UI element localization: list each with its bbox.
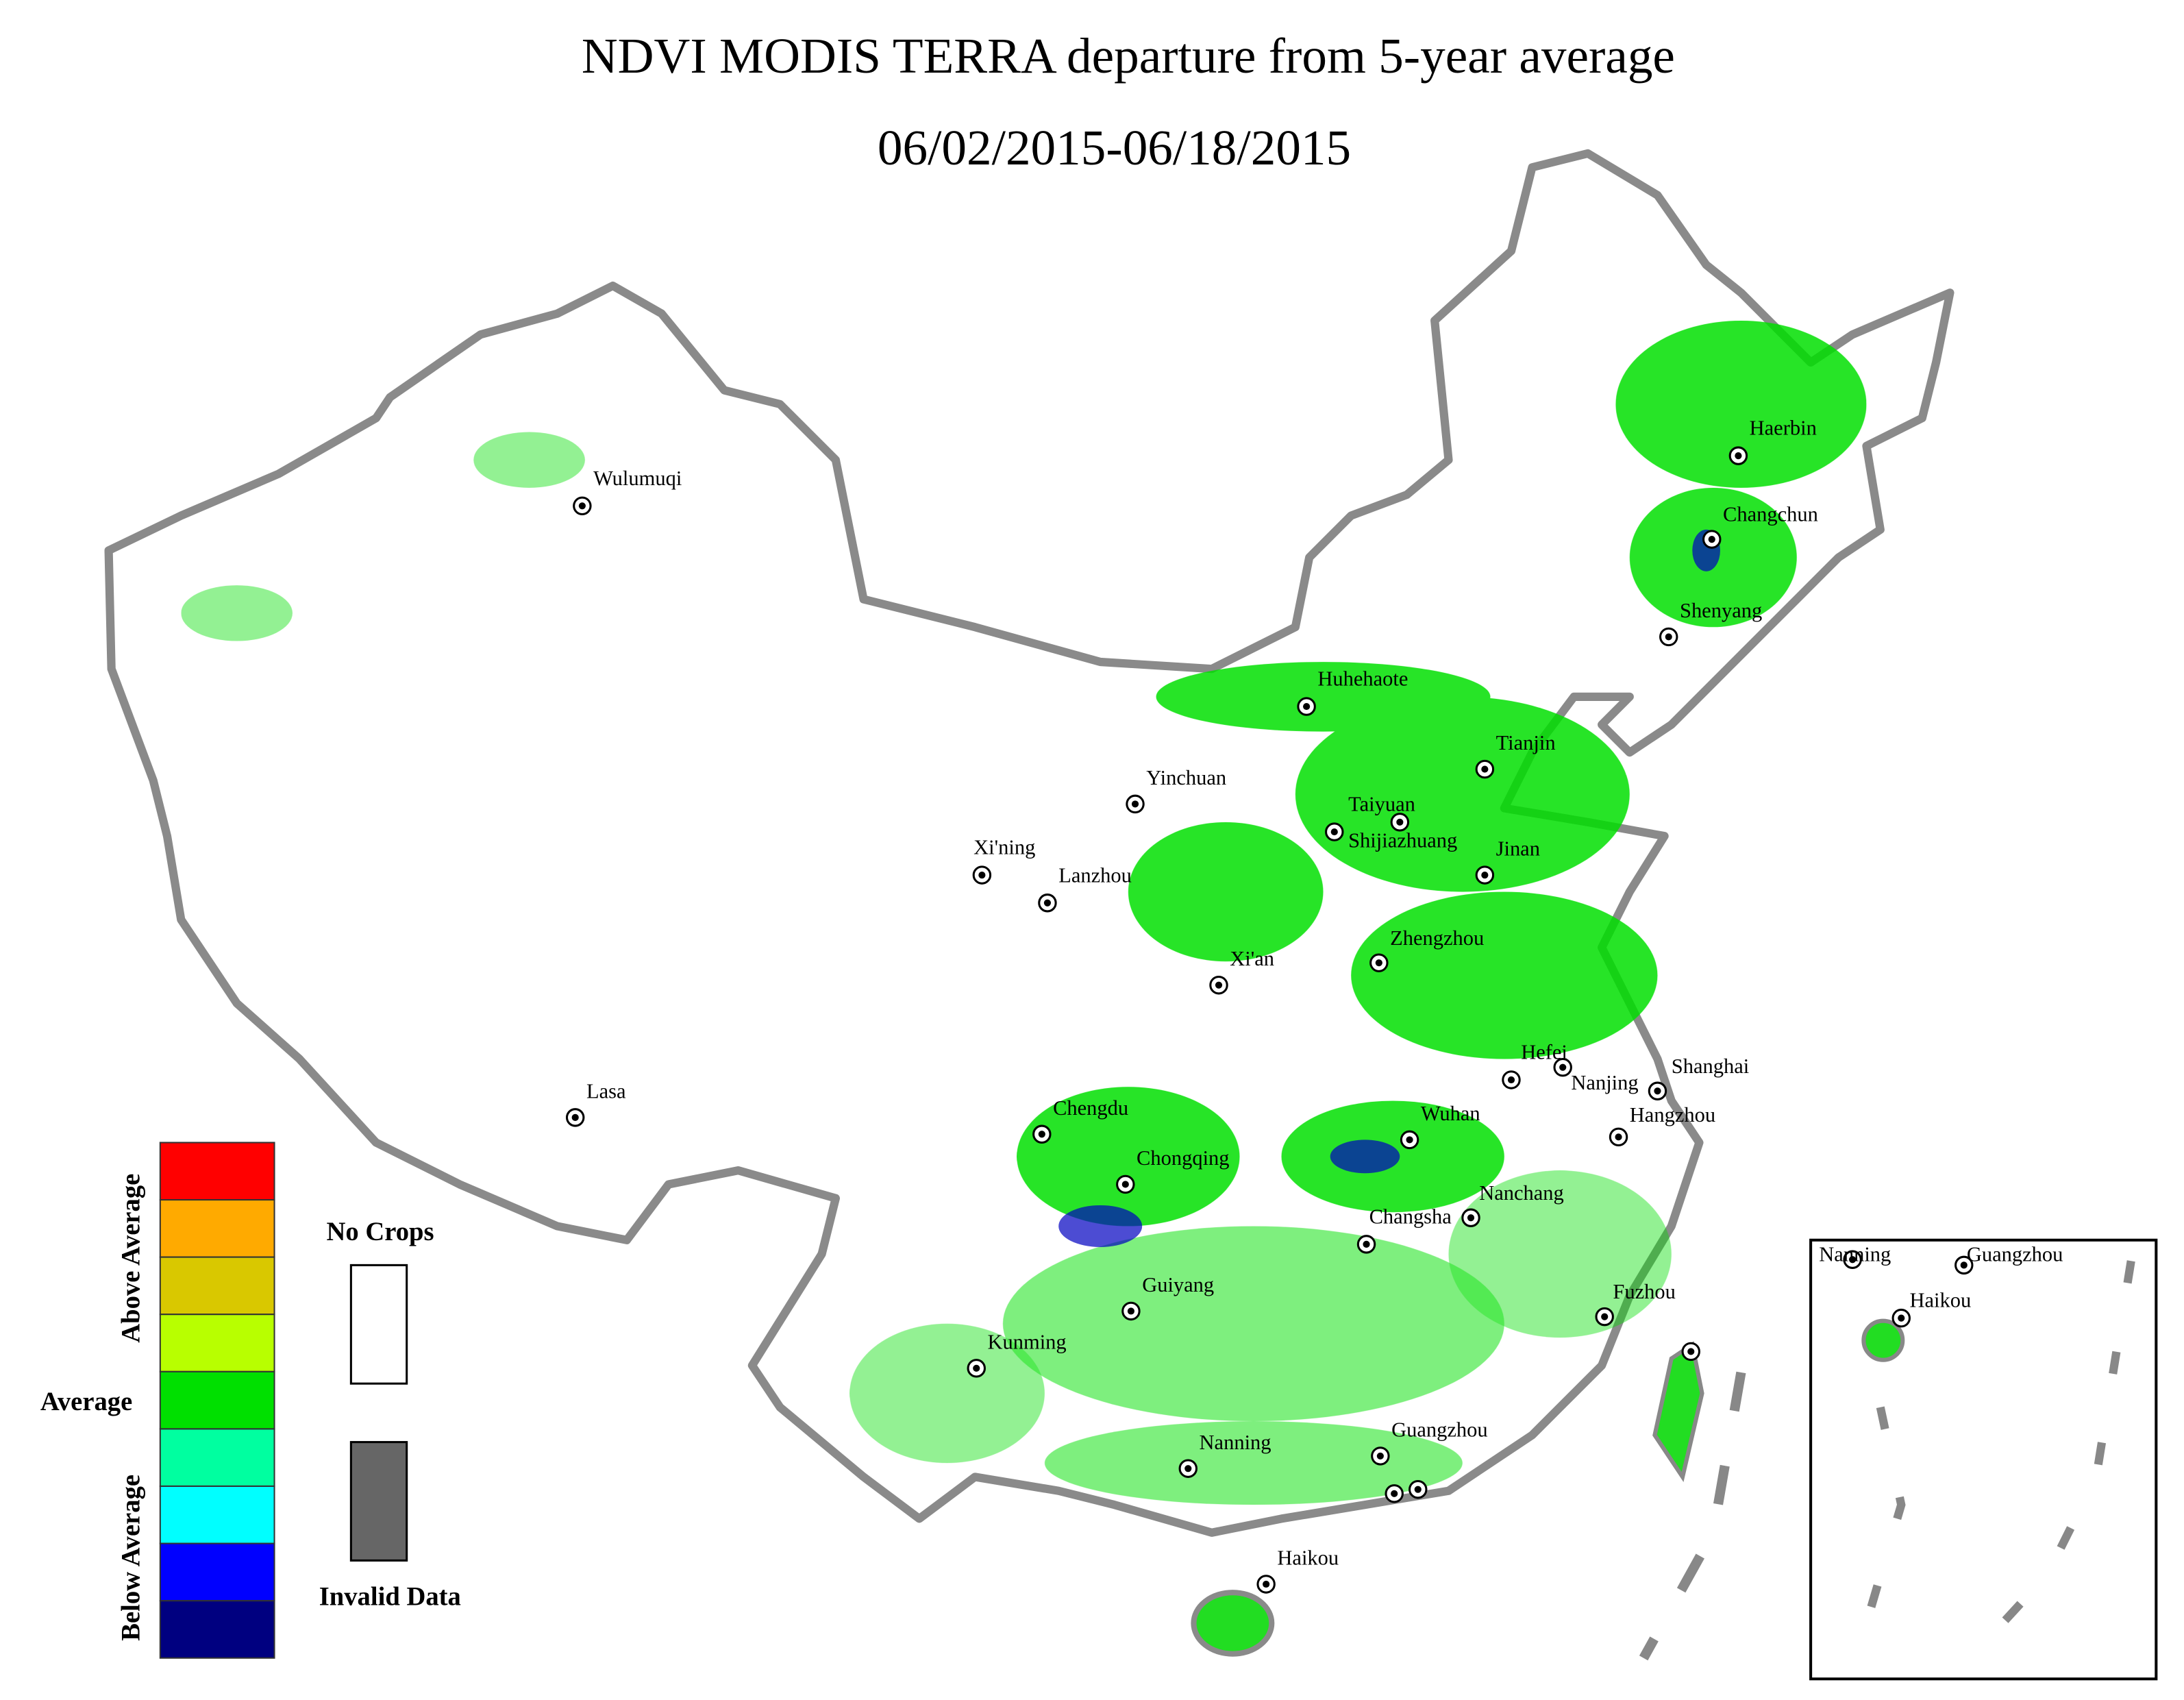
legend-swatch (159, 1314, 275, 1372)
city-marker-dot (1396, 818, 1404, 826)
city-label: Wulumuqi (593, 467, 682, 490)
inset-city-label: Haikou (1909, 1288, 1971, 1311)
legend-average-label: Average (40, 1388, 132, 1416)
city-marker-dot (1215, 981, 1223, 989)
city-label: Shenyang (1680, 599, 1762, 622)
city-label: Changchun (1723, 503, 1818, 526)
city-marker-dot (1127, 1307, 1135, 1315)
city-marker-dot (571, 1113, 579, 1121)
city-label: Guiyang (1142, 1273, 1214, 1296)
legend-swatch (159, 1485, 275, 1544)
city-marker-dot (1849, 1256, 1857, 1264)
city-label: Lanzhou (1058, 863, 1132, 887)
city-label: Huhehaote (1317, 667, 1408, 691)
legend-below-label: Below Average (116, 1475, 145, 1641)
city-label: Taiyuan (1348, 793, 1415, 816)
city-label: Nanjing (1571, 1071, 1638, 1094)
legend-above-label: Above Average (116, 1174, 145, 1343)
city-marker-dot (578, 502, 586, 510)
legend-swatch (159, 1370, 275, 1430)
city-label: Changsha (1369, 1205, 1452, 1228)
city-label: Chongqing (1137, 1146, 1229, 1170)
city-label: Shijiazhuang (1348, 828, 1457, 852)
city-marker-dot (1414, 1486, 1422, 1493)
map-subtitle: 06/02/2015-06/18/2015 (878, 120, 1351, 175)
country-outline (104, 149, 1955, 1661)
city-marker-dot (1481, 765, 1489, 773)
legend-swatch (159, 1542, 275, 1602)
city-marker-dot (978, 872, 986, 879)
legend-swatch (159, 1199, 275, 1258)
city-marker-dot (1043, 899, 1052, 907)
city-label: Hangzhou (1630, 1103, 1715, 1126)
city-marker-dot (1363, 1240, 1370, 1248)
legend-invalid-box (349, 1441, 408, 1562)
legend-no-crops-box (349, 1264, 408, 1385)
city-label: Tianjin (1496, 731, 1556, 754)
city-marker-dot (1615, 1133, 1622, 1141)
inset-city-label: Nanning (1819, 1242, 1891, 1266)
city-label: Wuhan (1421, 1102, 1480, 1125)
city-label: Fuzhou (1613, 1280, 1675, 1303)
city-marker-dot (1184, 1465, 1192, 1473)
city-label: Nanning (1200, 1431, 1271, 1454)
city-marker-dot (1960, 1261, 1968, 1269)
city-label: Nanchang (1479, 1181, 1564, 1205)
city-marker-dot (1376, 1452, 1384, 1460)
inset-map: Nanning Guangzhou Haikou (1809, 1238, 2158, 1681)
city-label: Lasa (586, 1079, 626, 1102)
city-label: Haikou (1277, 1547, 1339, 1570)
city-label: Kunming (988, 1330, 1067, 1353)
city-label: Jinan (1496, 837, 1540, 861)
city-label: Yinchuan (1146, 766, 1226, 789)
city-layer: Wulumuqi Haerbin Changchun Shenyang Huhehaot… (565, 417, 1818, 1594)
legend-invalid-label: Invalid Data (319, 1582, 461, 1611)
city-marker-dot (1687, 1348, 1695, 1355)
legend-swatch (159, 1256, 275, 1316)
city-marker-dot (1507, 1076, 1515, 1084)
city-marker-dot (1375, 959, 1382, 967)
city-marker-dot (1735, 452, 1742, 460)
legend-swatch (159, 1600, 275, 1659)
city-marker-dot (1131, 800, 1139, 808)
city-marker-dot (1665, 633, 1672, 641)
city-marker-dot (1330, 828, 1338, 836)
legend: Above Average Average Below Average No C… (40, 1142, 461, 1659)
city-marker-dot (1481, 872, 1489, 879)
city-marker-dot (1654, 1087, 1661, 1095)
city-marker-dot (1391, 1490, 1398, 1497)
city-label: Shanghai (1672, 1055, 1749, 1078)
city-marker-dot (1559, 1063, 1567, 1071)
inset-city-label: Guangzhou (1967, 1242, 2063, 1266)
city-marker-dot (1038, 1131, 1045, 1138)
city-label: Chengdu (1053, 1096, 1128, 1120)
city-marker-dot (1708, 536, 1715, 543)
city-marker-dot (1303, 703, 1311, 711)
map-title: NDVI MODIS TERRA departure from 5-year a… (582, 28, 1675, 84)
city-label: Xi'an (1230, 947, 1274, 970)
city-marker-dot (1406, 1136, 1413, 1144)
city-marker-dot (1467, 1214, 1475, 1222)
city-marker-dot (1263, 1580, 1270, 1588)
legend-swatch (159, 1142, 275, 1201)
legend-swatch (159, 1428, 275, 1487)
city-marker-dot (1601, 1313, 1609, 1320)
city-marker-dot (1121, 1181, 1129, 1188)
city-label: Zhengzhou (1390, 926, 1484, 950)
city-label: Haerbin (1750, 417, 1817, 440)
legend-no-crops-label: No Crops (327, 1218, 434, 1246)
city-label: Xi'ning (973, 836, 1035, 859)
city-marker-dot (1898, 1314, 1905, 1322)
city-label: Guangzhou (1391, 1418, 1488, 1441)
city-marker-dot (973, 1364, 980, 1372)
